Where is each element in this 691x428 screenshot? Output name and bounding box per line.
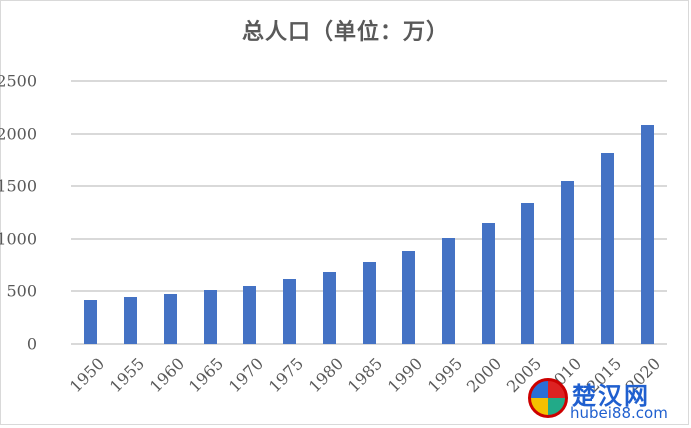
watermark-name: 楚汉网 xyxy=(572,382,650,410)
gridline xyxy=(71,343,667,345)
y-tick-label: 0 xyxy=(26,334,37,354)
bar-1965 xyxy=(203,289,217,344)
bar-1995 xyxy=(441,238,455,344)
bar-2010 xyxy=(561,180,575,344)
chart-title: 总人口（单位：万） xyxy=(241,20,449,45)
bar-1985 xyxy=(362,262,376,344)
bar-1975 xyxy=(283,279,297,344)
watermark: 楚汉网 hubei88.com xyxy=(528,376,688,424)
gridline xyxy=(71,237,667,240)
plot-area: 0 500 1000 1500 2000 2500 1950 1955 1960 1965 1970… xyxy=(0,72,667,396)
bar-2015 xyxy=(600,153,614,344)
watermark-url: hubei88.com xyxy=(570,404,668,422)
bar-1950 xyxy=(84,299,98,344)
bar-1990 xyxy=(402,251,416,344)
y-tick-label: 2000 xyxy=(0,124,37,144)
bar-1970 xyxy=(243,285,257,344)
gridline xyxy=(71,80,667,82)
bar-1955 xyxy=(124,296,138,344)
bar-1980 xyxy=(322,272,336,344)
y-tick-label: 1000 xyxy=(0,229,37,249)
gridline xyxy=(71,132,667,135)
bar-2020 xyxy=(640,124,654,344)
bar-2005 xyxy=(521,203,535,344)
gridline xyxy=(71,185,667,188)
y-tick-label: 500 xyxy=(6,281,37,301)
y-tick-label: 1500 xyxy=(0,176,37,196)
bar-2000 xyxy=(481,222,495,344)
globe-logo-icon xyxy=(528,378,568,418)
bar-1960 xyxy=(163,293,177,344)
y-tick-label: 2500 xyxy=(0,71,37,91)
